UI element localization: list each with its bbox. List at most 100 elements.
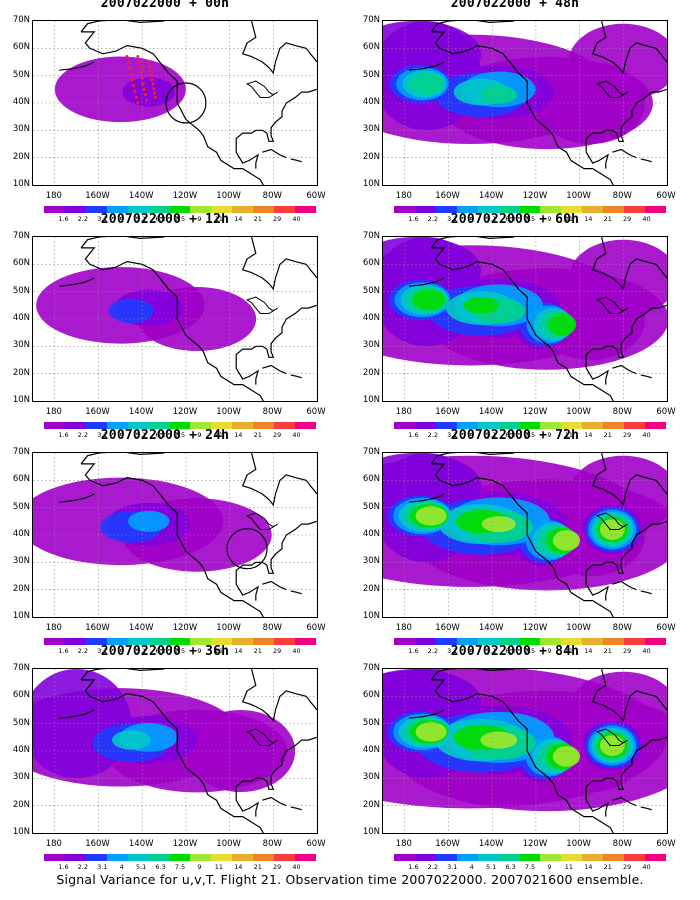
lon-tick-label: 160W xyxy=(435,191,460,201)
colorbar-swatch xyxy=(295,206,316,213)
colorbar-label: 11 xyxy=(564,647,573,655)
coastline xyxy=(431,679,614,833)
colorbar-label: 11 xyxy=(214,215,223,223)
colorbar-swatch xyxy=(211,206,233,213)
colorbar-label: 21 xyxy=(603,647,612,655)
lat-tick-label: 40N xyxy=(12,97,30,107)
colorbar-swatch xyxy=(456,422,478,429)
lat-tick-label: 10N xyxy=(12,179,30,189)
lat-tick-label: 20N xyxy=(362,799,380,810)
lon-tick-label: 80W xyxy=(262,839,282,849)
dropsonde-point xyxy=(140,76,144,80)
colorbar-swatch xyxy=(645,638,666,645)
colorbar-label: 29 xyxy=(623,647,632,655)
colorbar-label: 14 xyxy=(234,863,243,871)
lon-tick-label: 60W xyxy=(656,191,676,201)
lon-tick-label: 140W xyxy=(128,191,154,201)
coastline xyxy=(235,304,317,385)
variance-contour xyxy=(480,85,518,104)
dropsonde-point xyxy=(145,98,149,102)
lat-tick-label: 30N xyxy=(12,556,30,567)
coastline xyxy=(431,247,614,401)
lat-tick-label: 70N xyxy=(12,15,30,25)
colorbar-label: 11 xyxy=(564,863,573,871)
map-panel: 2007022000 + 36h 70N 60N 50N 40N 30N 20N 10N 180… xyxy=(0,644,330,871)
colorbar-swatch xyxy=(295,638,316,645)
coastline xyxy=(585,304,667,385)
lon-tick-label: 80W xyxy=(612,623,632,633)
map-frame xyxy=(382,668,668,834)
colorbar-label: 29 xyxy=(273,863,282,871)
lat-tick-label: 40N xyxy=(362,97,380,107)
colorbar-swatch xyxy=(624,854,646,861)
colorbar-label: 2.2 xyxy=(77,215,89,223)
dropsonde-point xyxy=(137,60,141,64)
lon-tick-label: 160W xyxy=(85,191,110,201)
lat-tick-label: 10N xyxy=(12,395,30,405)
variance-contour xyxy=(128,510,170,532)
coastline xyxy=(262,580,287,591)
coastline xyxy=(409,493,445,503)
coastline xyxy=(262,148,287,159)
colorbar-label: 5.1 xyxy=(485,215,497,223)
colorbar-label: 9 xyxy=(197,647,202,655)
colorbar-label: 5.1 xyxy=(485,647,497,655)
coastline xyxy=(59,493,95,503)
colorbar-swatch xyxy=(645,854,666,861)
colorbar-label: 11 xyxy=(564,215,573,223)
colorbar-swatch xyxy=(148,854,170,861)
colorbar-swatch xyxy=(106,638,128,645)
lon-tick-label: 80W xyxy=(612,407,632,417)
verification-circle xyxy=(226,528,268,570)
dropsonde-point xyxy=(128,66,132,70)
colorbar-swatch xyxy=(435,638,457,645)
colorbar-swatch xyxy=(477,422,499,429)
map-frame xyxy=(32,236,318,402)
colorbar-label: 7.5 xyxy=(174,647,186,655)
lon-tick-label: 160W xyxy=(435,839,460,849)
colorbar-swatch xyxy=(435,206,457,213)
lat-tick-label: 20N xyxy=(362,367,380,378)
variance-contour xyxy=(552,530,581,551)
colorbar-swatch xyxy=(169,422,191,429)
dropsonde-point xyxy=(148,69,152,73)
colorbar-swatch xyxy=(148,422,170,429)
lon-tick-label: 80W xyxy=(612,191,632,201)
colorbar-swatch xyxy=(274,638,296,645)
lat-tick-label: 10N xyxy=(12,611,30,621)
dropsonde-point xyxy=(139,71,143,75)
colorbar-swatch xyxy=(106,206,128,213)
lon-tick-label: 100W xyxy=(216,623,241,633)
coastline xyxy=(431,463,614,617)
colorbar-swatch xyxy=(414,422,436,429)
lon-tick-label: 100W xyxy=(216,191,241,201)
colorbar-swatch xyxy=(498,854,520,861)
colorbar-label: 29 xyxy=(273,647,282,655)
colorbar-swatch xyxy=(498,638,520,645)
colorbar-label: 21 xyxy=(253,431,262,439)
coastline xyxy=(80,453,165,465)
colorbar-label: 4 xyxy=(469,863,474,871)
colorbar-swatch xyxy=(582,638,604,645)
lat-tick-label: 30N xyxy=(362,556,380,567)
variance-contour xyxy=(108,298,155,323)
colorbar-label: 9 xyxy=(547,431,552,439)
colorbar-swatch xyxy=(477,638,499,645)
colorbar-label: 4 xyxy=(119,431,124,439)
colorbar-swatch xyxy=(127,854,149,861)
coastline xyxy=(430,237,515,249)
dropsonde-point xyxy=(136,101,140,105)
colorbar-label: 7.5 xyxy=(524,863,536,871)
colorbar-label: 40 xyxy=(292,863,301,871)
dropsonde-point xyxy=(147,60,151,64)
colorbar-label: 40 xyxy=(642,863,651,871)
dropsonde-point xyxy=(150,78,154,82)
map-frame xyxy=(32,20,318,186)
colorbar-swatch xyxy=(232,422,254,429)
colorbar-label: 4 xyxy=(119,647,124,655)
lon-tick-label: 60W xyxy=(306,623,326,633)
colorbar-swatch xyxy=(582,206,604,213)
colorbar-label: 5.1 xyxy=(135,431,147,439)
colorbar-swatch xyxy=(295,854,316,861)
colorbar-swatch xyxy=(624,206,646,213)
